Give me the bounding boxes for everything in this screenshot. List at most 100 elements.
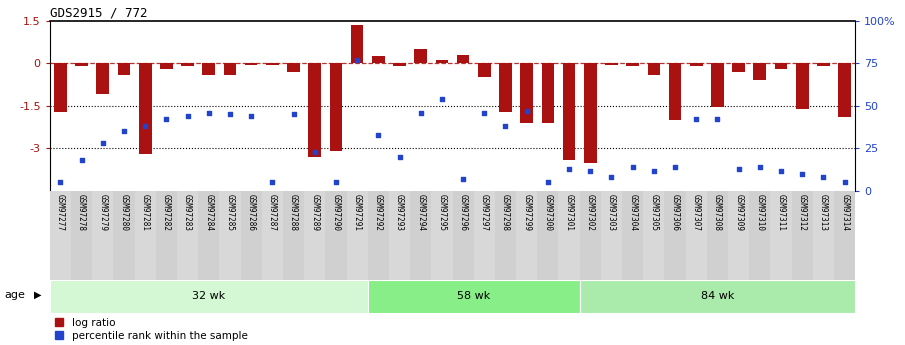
- Text: GSM97305: GSM97305: [650, 194, 658, 231]
- Bar: [495, 191, 516, 280]
- Point: [583, 168, 597, 173]
- Bar: [266, 63, 279, 65]
- Bar: [393, 63, 405, 66]
- Point: [180, 113, 195, 119]
- Text: GSM97294: GSM97294: [416, 194, 425, 231]
- Bar: [834, 191, 855, 280]
- Point: [625, 164, 640, 170]
- Bar: [601, 191, 622, 280]
- Bar: [410, 191, 432, 280]
- Bar: [605, 63, 618, 65]
- Text: GSM97282: GSM97282: [162, 194, 171, 231]
- Bar: [113, 191, 135, 280]
- Text: GSM97296: GSM97296: [459, 194, 468, 231]
- Point: [53, 180, 68, 185]
- Bar: [728, 191, 749, 280]
- Text: GSM97287: GSM97287: [268, 194, 277, 231]
- Bar: [626, 63, 639, 66]
- Bar: [50, 191, 71, 280]
- Bar: [647, 63, 661, 75]
- Point: [138, 124, 152, 129]
- Bar: [181, 63, 194, 66]
- Text: age: age: [5, 290, 25, 300]
- Bar: [198, 191, 219, 280]
- Point: [414, 110, 428, 115]
- Point: [795, 171, 809, 177]
- Bar: [367, 280, 580, 313]
- Bar: [135, 191, 156, 280]
- Text: GSM97297: GSM97297: [480, 194, 489, 231]
- Text: GSM97314: GSM97314: [840, 194, 849, 231]
- Bar: [156, 191, 177, 280]
- Text: GSM97290: GSM97290: [331, 194, 340, 231]
- Text: GSM97277: GSM97277: [56, 194, 65, 231]
- Bar: [203, 63, 215, 75]
- Bar: [686, 191, 707, 280]
- Point: [605, 175, 619, 180]
- Text: GSM97312: GSM97312: [797, 194, 806, 231]
- Bar: [711, 63, 724, 107]
- Text: GSM97280: GSM97280: [119, 194, 129, 231]
- Point: [265, 180, 280, 185]
- Text: GSM97279: GSM97279: [99, 194, 108, 231]
- Bar: [244, 63, 258, 65]
- Bar: [241, 191, 262, 280]
- Point: [731, 166, 746, 171]
- Point: [540, 180, 555, 185]
- Bar: [138, 63, 151, 154]
- Text: GDS2915 / 772: GDS2915 / 772: [50, 7, 148, 20]
- Bar: [541, 63, 554, 123]
- Bar: [580, 191, 601, 280]
- Bar: [622, 191, 643, 280]
- Bar: [538, 191, 558, 280]
- Bar: [432, 191, 452, 280]
- Bar: [643, 191, 664, 280]
- Text: GSM97289: GSM97289: [310, 194, 319, 231]
- Point: [329, 180, 343, 185]
- Bar: [97, 63, 110, 95]
- Bar: [351, 25, 364, 63]
- Bar: [309, 63, 321, 157]
- Text: GSM97285: GSM97285: [225, 194, 234, 231]
- Bar: [389, 191, 410, 280]
- Point: [646, 168, 661, 173]
- Bar: [749, 191, 770, 280]
- Bar: [473, 191, 495, 280]
- Bar: [367, 191, 389, 280]
- Bar: [54, 63, 67, 111]
- Point: [392, 154, 406, 160]
- Text: GSM97306: GSM97306: [671, 194, 680, 231]
- Text: GSM97301: GSM97301: [565, 194, 574, 231]
- Bar: [770, 191, 792, 280]
- Bar: [347, 191, 367, 280]
- Bar: [160, 63, 173, 69]
- Bar: [500, 63, 512, 111]
- Bar: [262, 191, 283, 280]
- Text: 58 wk: 58 wk: [457, 292, 491, 301]
- Point: [710, 117, 725, 122]
- Point: [562, 166, 576, 171]
- Point: [74, 158, 89, 163]
- Legend: log ratio, percentile rank within the sample: log ratio, percentile rank within the sa…: [51, 314, 252, 345]
- Point: [816, 175, 831, 180]
- Bar: [584, 63, 596, 162]
- Bar: [92, 191, 113, 280]
- Bar: [732, 63, 745, 72]
- Point: [668, 164, 682, 170]
- Bar: [478, 63, 491, 78]
- Text: GSM97304: GSM97304: [628, 194, 637, 231]
- Bar: [287, 63, 300, 72]
- Bar: [690, 63, 702, 66]
- Text: GSM97303: GSM97303: [607, 194, 616, 231]
- Bar: [414, 49, 427, 63]
- Bar: [664, 191, 686, 280]
- Point: [499, 124, 513, 129]
- Text: GSM97298: GSM97298: [501, 194, 510, 231]
- Bar: [325, 191, 347, 280]
- Bar: [754, 63, 767, 80]
- Text: 32 wk: 32 wk: [192, 292, 225, 301]
- Bar: [707, 191, 728, 280]
- Point: [202, 110, 216, 115]
- Text: 84 wk: 84 wk: [700, 292, 734, 301]
- Point: [477, 110, 491, 115]
